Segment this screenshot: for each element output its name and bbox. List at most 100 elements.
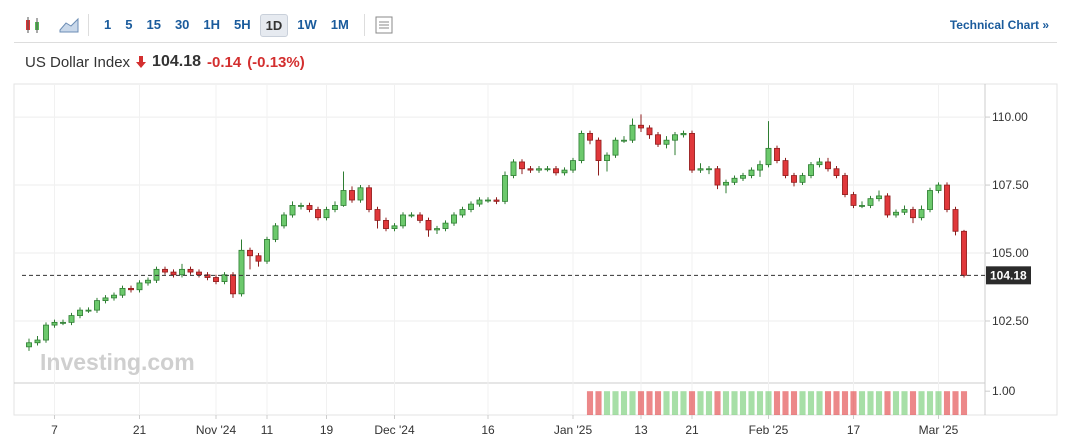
- candle-body: [893, 211, 899, 216]
- candle-body: [884, 195, 891, 216]
- indicator-icon[interactable]: [373, 14, 395, 36]
- volume-bar: [884, 391, 891, 415]
- candle-body: [544, 168, 551, 171]
- volume-bar: [646, 391, 653, 415]
- interval-button[interactable]: 1: [104, 16, 112, 32]
- candle-body: [519, 161, 525, 170]
- candle-body: [765, 147, 772, 166]
- area-icon[interactable]: [58, 14, 80, 36]
- volume-bar: [841, 391, 849, 415]
- volume-bar: [731, 391, 738, 415]
- candle-body: [366, 187, 372, 210]
- candle-body: [587, 132, 593, 141]
- y-tick-label: 110.00: [992, 110, 1028, 124]
- candle-body: [332, 205, 338, 210]
- interval-button[interactable]: 5: [125, 16, 133, 32]
- candle-body: [85, 309, 92, 312]
- candle-body: [502, 175, 508, 202]
- candle-body: [264, 239, 270, 262]
- interval-button[interactable]: 1W: [297, 16, 317, 32]
- volume-bar: [807, 391, 815, 415]
- candle-body: [221, 274, 228, 282]
- candle-body: [629, 124, 636, 141]
- candle-body: [833, 168, 840, 176]
- candle-body: [595, 139, 602, 161]
- candle-body: [26, 342, 32, 348]
- candle-body: [272, 225, 279, 240]
- volume-bar: [629, 391, 636, 415]
- volume-bar: [909, 391, 917, 415]
- volume-bar: [935, 391, 942, 415]
- volume-bar: [824, 391, 832, 415]
- volume-bar: [688, 391, 696, 415]
- candle-body: [782, 160, 789, 176]
- candle-body: [689, 132, 695, 171]
- candle-body: [901, 209, 908, 213]
- y-tick-label: 107.50: [992, 178, 1029, 192]
- candle-body: [451, 214, 457, 224]
- volume-bar: [586, 391, 594, 415]
- candle-body: [757, 164, 763, 171]
- down-arrow: [136, 56, 147, 68]
- volume-bar: [671, 391, 679, 415]
- volume-bar: [816, 391, 823, 415]
- interval-group: 1 5 15 30 1H 5H 1D 1W 1M: [97, 13, 356, 37]
- volume-bar: [748, 391, 755, 415]
- candle-body: [442, 222, 449, 229]
- candle-body: [910, 209, 916, 219]
- candle-body: [255, 255, 262, 262]
- last-price-box: [986, 266, 1031, 285]
- last-price: 104.18: [152, 53, 201, 70]
- candle-body: [60, 321, 66, 324]
- volume-bar: [901, 391, 908, 415]
- volume-bar: [960, 391, 968, 415]
- interval-button[interactable]: 1D: [259, 13, 289, 37]
- candle-body: [621, 139, 627, 142]
- volume-bar: [654, 391, 662, 415]
- candle-body: [510, 161, 517, 176]
- candle-body: [94, 300, 100, 311]
- candle-body: [952, 209, 959, 232]
- volume-bar: [697, 391, 704, 415]
- volume-bar: [892, 391, 900, 415]
- candle-body: [680, 132, 687, 136]
- candle-body: [43, 324, 49, 341]
- candle-body: [672, 134, 678, 141]
- y-tick-label: 105.00: [992, 246, 1029, 260]
- separator: [88, 14, 89, 36]
- chart-frame: [13, 83, 1058, 416]
- interval-button[interactable]: 1H: [203, 16, 221, 32]
- interval-button[interactable]: 15: [146, 16, 161, 32]
- interval-button[interactable]: 1M: [330, 16, 349, 32]
- candle-body: [119, 287, 126, 296]
- x-tick-label: 7: [51, 423, 58, 437]
- candle-body: [570, 160, 576, 171]
- volume-bar: [612, 391, 619, 415]
- x-tick-label: 17: [847, 423, 861, 437]
- candle-body: [213, 277, 219, 282]
- candle-body: [808, 164, 814, 176]
- candle-body: [850, 194, 857, 206]
- technical-chart-link[interactable]: Technical Chart »: [949, 18, 1049, 32]
- candle-body: [315, 209, 321, 219]
- volume-bar: [782, 391, 789, 415]
- last-price-label: 104.18: [990, 268, 1027, 282]
- x-tick-label: Dec '24: [374, 423, 415, 437]
- candle-body: [153, 268, 160, 281]
- candle-body: [417, 214, 423, 221]
- candle-icon[interactable]: [22, 14, 44, 36]
- interval-button[interactable]: 5H: [234, 16, 251, 32]
- x-tick-label: Mar '25: [919, 423, 959, 437]
- candle-body: [340, 190, 347, 206]
- candle-body: [740, 175, 746, 179]
- candle-body: [128, 287, 134, 291]
- x-tick-label: 21: [133, 423, 147, 437]
- candle-body: [493, 199, 500, 202]
- x-tick-label: 19: [320, 423, 334, 437]
- interval-button[interactable]: 30: [174, 16, 190, 32]
- volume-bar: [714, 391, 721, 415]
- candle-body: [536, 168, 542, 171]
- candle-body: [68, 315, 75, 323]
